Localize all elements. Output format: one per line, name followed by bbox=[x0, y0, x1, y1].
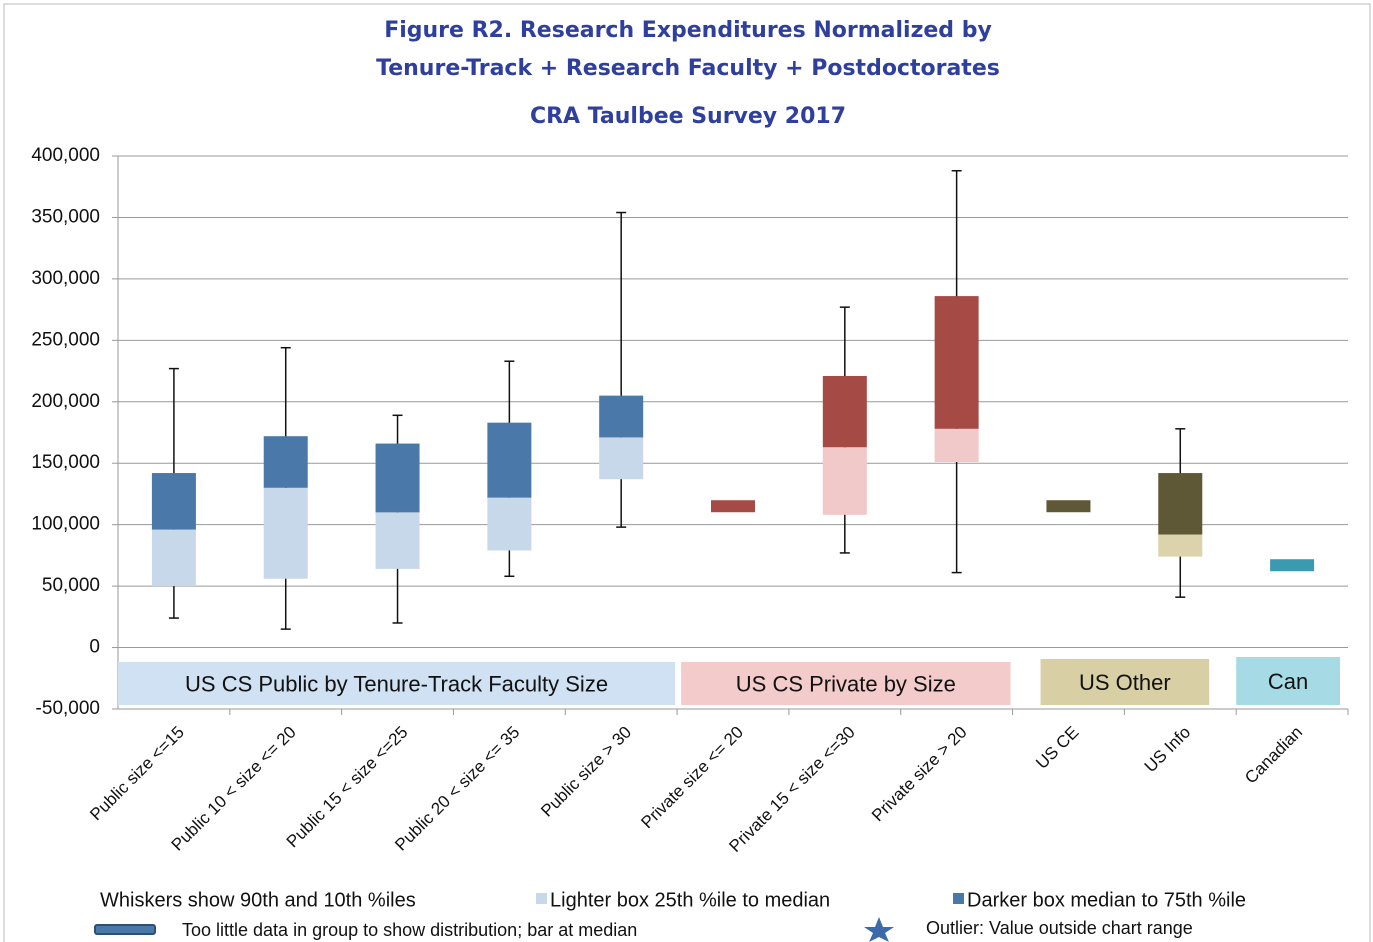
frame bbox=[3, 3, 1371, 942]
y-tick-label: 200,000 bbox=[31, 391, 100, 412]
median-bar bbox=[711, 500, 755, 513]
upper-box bbox=[263, 436, 308, 488]
group-label: US CS Private by Size bbox=[736, 671, 956, 696]
group-band bbox=[681, 662, 1011, 705]
x-tick-label: Public size <=15 bbox=[86, 723, 188, 825]
upper-box bbox=[151, 473, 196, 530]
lower-box bbox=[822, 447, 867, 515]
lower-box bbox=[151, 529, 196, 587]
group-band bbox=[1040, 659, 1210, 705]
upper-box bbox=[599, 395, 644, 438]
x-tick-label: US CE bbox=[1032, 723, 1082, 773]
x-tick-label: Public 20 < size <= 35 bbox=[391, 723, 523, 855]
chart-title: Figure R2. Research Expenditures Normali… bbox=[384, 18, 992, 43]
y-tick-label: 300,000 bbox=[31, 268, 100, 289]
legend-lighter: Lighter box 25th %ile to median bbox=[550, 889, 830, 911]
y-tick-label: 100,000 bbox=[31, 514, 100, 535]
legend-outlier: Outlier: Value outside chart range bbox=[926, 918, 1193, 938]
chart-subtitle: CRA Taulbee Survey 2017 bbox=[530, 104, 846, 129]
legend-bar-icon bbox=[94, 924, 156, 935]
y-tick-label: 350,000 bbox=[31, 206, 100, 227]
median-bar bbox=[1270, 559, 1315, 572]
lower-box bbox=[375, 512, 420, 569]
legend-whiskers: Whiskers show 90th and 10th %iles bbox=[100, 889, 416, 911]
x-tick-label: US Info bbox=[1141, 723, 1195, 777]
y-tick-label: -50,000 bbox=[36, 698, 100, 719]
upper-box bbox=[375, 443, 420, 513]
upper-box bbox=[1158, 473, 1203, 535]
legend-swatch bbox=[953, 893, 964, 904]
group-label: US CS Public by Tenure-Track Faculty Siz… bbox=[185, 671, 608, 696]
y-tick-label: 250,000 bbox=[31, 329, 100, 350]
legend-bar: Too little data in group to show distrib… bbox=[182, 920, 637, 940]
x-tick-label: Canadian bbox=[1241, 723, 1306, 788]
y-tick-label: 50,000 bbox=[42, 575, 100, 596]
lower-box bbox=[934, 428, 979, 462]
y-tick-label: 0 bbox=[89, 637, 100, 658]
group-label: US Other bbox=[1079, 670, 1171, 695]
lower-box bbox=[487, 497, 532, 551]
legend-swatch bbox=[536, 893, 547, 904]
legend-star bbox=[864, 917, 894, 942]
x-tick-label: Public 10 < size <= 20 bbox=[168, 723, 300, 855]
group-label: Can bbox=[1268, 669, 1308, 694]
upper-box bbox=[934, 296, 979, 429]
lower-box bbox=[263, 487, 308, 579]
x-tick-label: Private 15 < size <=30 bbox=[725, 723, 858, 856]
group-band bbox=[118, 662, 676, 705]
x-tick-label: Private size > 20 bbox=[868, 723, 971, 826]
lower-box bbox=[1158, 534, 1203, 557]
y-tick-label: 150,000 bbox=[31, 452, 100, 473]
median-bar bbox=[1046, 500, 1091, 513]
x-tick-label: Private size <= 20 bbox=[637, 723, 747, 833]
x-tick-label: Public 15 < size <=25 bbox=[283, 723, 412, 852]
x-tick-label: Public size > 30 bbox=[537, 723, 635, 821]
group-band bbox=[1236, 657, 1340, 705]
upper-box bbox=[822, 375, 867, 448]
lower-box bbox=[599, 437, 644, 480]
upper-box bbox=[487, 422, 532, 498]
y-tick-label: 400,000 bbox=[31, 145, 100, 166]
legend-darker: Darker box median to 75th %ile bbox=[967, 889, 1246, 911]
chart-title: Tenure-Track + Research Faculty + Postdo… bbox=[376, 56, 1000, 81]
